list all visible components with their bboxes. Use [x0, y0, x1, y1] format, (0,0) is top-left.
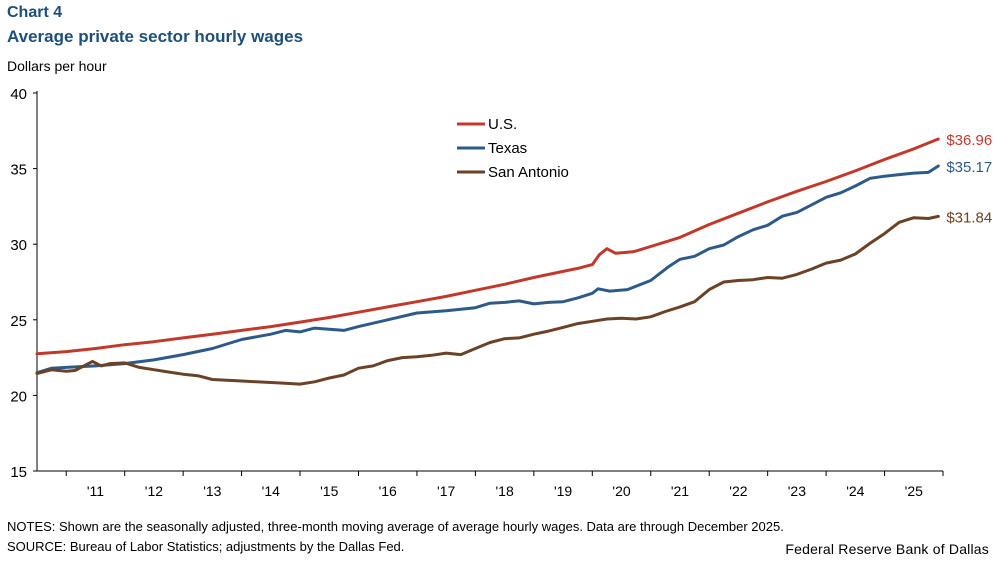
series-line-us — [35, 137, 940, 356]
chart-number: Chart 4 — [7, 4, 63, 21]
series-line-san-antonio — [35, 214, 940, 386]
chart-title: Average private sector hourly wages — [7, 27, 304, 46]
x-tick-label: '16 — [379, 483, 397, 499]
legend-label-us: U.S. — [488, 116, 517, 133]
x-tick-label: '13 — [203, 483, 221, 499]
y-axis-label: Dollars per hour — [7, 58, 107, 74]
end-value-label-san-antonio: $31.84 — [946, 209, 992, 226]
x-tick-label: '24 — [846, 483, 864, 499]
x-tick-label: '21 — [671, 483, 689, 499]
chart-notes: NOTES: Shown are the seasonally adjusted… — [7, 519, 784, 534]
x-tick-label: '20 — [612, 483, 630, 499]
y-tick-label: 40 — [10, 86, 27, 103]
x-tick-label: '23 — [788, 483, 806, 499]
y-tick-label: 15 — [10, 464, 27, 481]
x-tick-label: '12 — [145, 483, 163, 499]
legend-label-texas: Texas — [488, 140, 527, 157]
credit-line: Federal Reserve Bank of Dallas — [785, 541, 989, 557]
y-tick-label: 30 — [10, 237, 27, 254]
x-tick-label: '14 — [262, 483, 280, 499]
x-tick-label: '17 — [437, 483, 455, 499]
x-tick-label: '19 — [554, 483, 572, 499]
x-tick-label: '25 — [905, 483, 923, 499]
end-value-label-us: $36.96 — [946, 132, 992, 149]
x-tick-label: '18 — [495, 483, 513, 499]
x-tick-label: '22 — [729, 483, 747, 499]
chart-source: SOURCE: Bureau of Labor Statistics; adju… — [7, 539, 405, 554]
y-tick-label: 20 — [10, 388, 27, 405]
legend-label-san-antonio: San Antonio — [488, 164, 569, 181]
y-tick-label: 25 — [10, 313, 27, 330]
series-line-texas — [35, 164, 940, 375]
y-tick-label: 35 — [10, 162, 27, 179]
x-tick-label: '15 — [320, 483, 338, 499]
end-value-label-texas: $35.17 — [946, 159, 992, 176]
x-tick-label: '11 — [87, 483, 104, 499]
